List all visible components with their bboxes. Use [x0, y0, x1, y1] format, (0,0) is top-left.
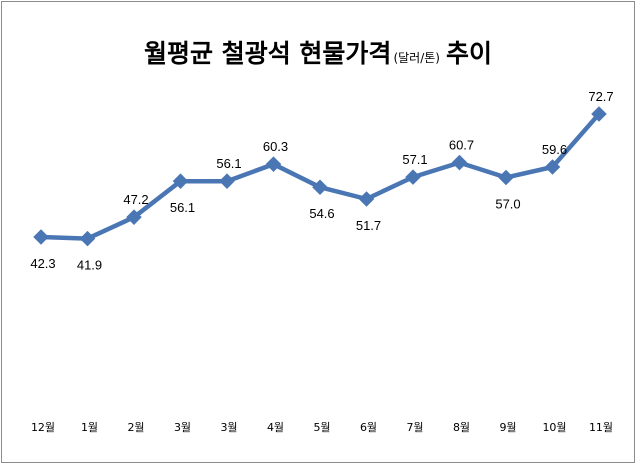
x-tick-label: 5월	[313, 421, 330, 434]
data-label: 41.9	[77, 258, 102, 273]
data-label: 42.3	[30, 256, 55, 271]
x-tick-label: 12월	[31, 421, 55, 434]
data-point-marker	[33, 229, 49, 245]
x-tick-label: 1월	[81, 421, 98, 434]
data-point-marker	[172, 173, 189, 189]
data-label: 51.7	[356, 218, 381, 233]
data-label: 47.2	[123, 192, 148, 207]
x-tick-label: 11월	[589, 421, 613, 434]
data-point-marker	[451, 154, 468, 171]
x-tick-label: 3월	[174, 421, 191, 434]
data-label: 72.7	[588, 89, 613, 104]
data-label: 57.1	[402, 152, 427, 167]
data-label: 54.6	[309, 206, 334, 221]
chart-title-unit: (달러/톤)	[393, 51, 440, 65]
chart-title-main: 월평균 철광석 현물가격	[144, 39, 391, 68]
plot-area: 42.3 41.9 47.2 56.1 56.1 60.3 54.6 51.7 57.1 60.7…	[30, 89, 613, 434]
data-label: 59.6	[542, 142, 567, 157]
data-label: 56.1	[170, 200, 195, 215]
x-tick-label: 9월	[499, 421, 516, 434]
data-label: 57.0	[495, 197, 520, 212]
x-tick-label: 6월	[360, 421, 377, 434]
data-label: 60.3	[263, 139, 288, 154]
chart-title: 월평균 철광석 현물가격 (달러/톤) 추이	[144, 39, 492, 68]
data-label: 60.7	[449, 138, 474, 153]
data-point-marker	[498, 169, 514, 186]
x-tick-label: 10월	[542, 421, 566, 434]
data-point-marker	[79, 230, 96, 247]
x-tick-label: 8월	[453, 421, 470, 434]
data-point-marker	[405, 169, 421, 185]
data-point-marker	[265, 156, 282, 172]
x-tick-label: 2월	[127, 421, 144, 434]
x-tick-label: 7월	[406, 421, 423, 434]
data-point-marker	[312, 179, 328, 196]
x-tick-label: 4월	[267, 421, 284, 434]
chart-title-suffix: 추이	[446, 39, 492, 68]
data-label: 56.1	[216, 156, 241, 171]
data-point-marker	[358, 191, 375, 207]
x-tick-label: 3월	[220, 421, 237, 434]
data-point-marker	[126, 209, 142, 225]
data-point-marker	[219, 173, 235, 189]
